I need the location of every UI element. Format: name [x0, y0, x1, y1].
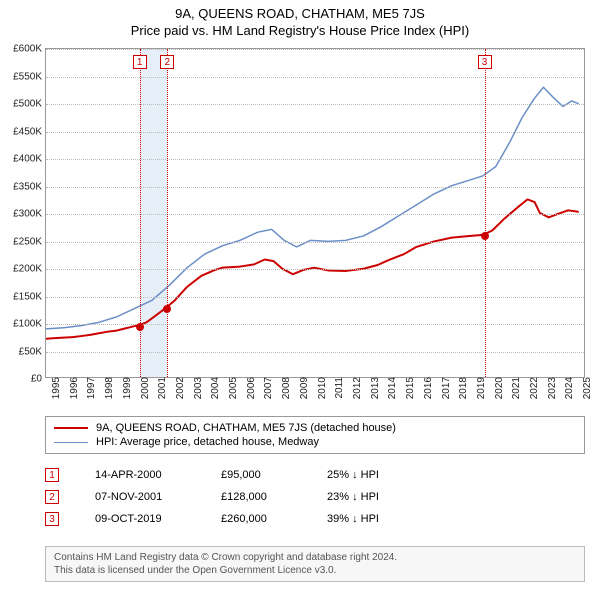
y-axis-label: £600K [13, 44, 46, 55]
sale-price: £128,000 [221, 491, 291, 503]
y-axis-label: £250K [13, 236, 46, 247]
x-axis-label: 2023 [545, 377, 558, 399]
x-axis-label: 2000 [138, 377, 151, 399]
legend-swatch [54, 442, 88, 443]
y-axis-label: £450K [13, 126, 46, 137]
x-axis-label: 2012 [350, 377, 363, 399]
chart-svg [46, 49, 584, 377]
legend-item-hpi: HPI: Average price, detached house, Medw… [54, 435, 576, 449]
x-axis-label: 2025 [580, 377, 593, 399]
x-axis-label: 1997 [84, 377, 97, 399]
x-axis-label: 2009 [297, 377, 310, 399]
x-axis-label: 2019 [474, 377, 487, 399]
x-axis-label: 1995 [49, 377, 62, 399]
legend: 9A, QUEENS ROAD, CHATHAM, ME5 7JS (detac… [45, 416, 585, 454]
sale-price: £260,000 [221, 513, 291, 525]
footer-line: Contains HM Land Registry data © Crown c… [54, 551, 576, 564]
sale-marker-2: 2 [45, 490, 59, 504]
marker-line [485, 49, 486, 377]
chart-title: 9A, QUEENS ROAD, CHATHAM, ME5 7JS [0, 0, 600, 21]
sale-price: £95,000 [221, 469, 291, 481]
sale-pct-vs-hpi: 25% ↓ HPI [327, 469, 427, 481]
marker-box-1: 1 [133, 55, 147, 69]
plot-area: £0£50K£100K£150K£200K£250K£300K£350K£400… [45, 48, 585, 378]
sale-dot [481, 232, 489, 240]
y-axis-label: £0 [31, 374, 46, 385]
y-axis-label: £150K [13, 291, 46, 302]
y-axis-label: £400K [13, 154, 46, 165]
legend-label: HPI: Average price, detached house, Medw… [96, 436, 319, 448]
y-axis-label: £100K [13, 319, 46, 330]
x-axis-label: 2004 [208, 377, 221, 399]
x-axis-label: 2021 [509, 377, 522, 399]
sale-dot [136, 323, 144, 331]
y-axis-label: £300K [13, 209, 46, 220]
sales-row: 3 09-OCT-2019 £260,000 39% ↓ HPI [45, 508, 585, 530]
x-axis-label: 1996 [67, 377, 80, 399]
legend-item-subject: 9A, QUEENS ROAD, CHATHAM, ME5 7JS (detac… [54, 421, 576, 435]
sale-pct-vs-hpi: 39% ↓ HPI [327, 513, 427, 525]
gridline [46, 104, 584, 105]
gridline [46, 214, 584, 215]
y-axis-label: £550K [13, 71, 46, 82]
footer-line: This data is licensed under the Open Gov… [54, 564, 576, 577]
x-axis-label: 2017 [439, 377, 452, 399]
sales-row: 2 07-NOV-2001 £128,000 23% ↓ HPI [45, 486, 585, 508]
sale-marker-1: 1 [45, 468, 59, 482]
x-axis-label: 2018 [456, 377, 469, 399]
sales-table: 1 14-APR-2000 £95,000 25% ↓ HPI 2 07-NOV… [45, 464, 585, 530]
x-axis-label: 2014 [385, 377, 398, 399]
gridline [46, 324, 584, 325]
sale-date: 09-OCT-2019 [95, 513, 185, 525]
y-axis-label: £350K [13, 181, 46, 192]
sale-date: 07-NOV-2001 [95, 491, 185, 503]
x-axis-label: 2020 [492, 377, 505, 399]
x-axis-label: 2005 [226, 377, 239, 399]
x-axis-label: 2013 [368, 377, 381, 399]
x-axis-label: 1998 [102, 377, 115, 399]
gridline [46, 269, 584, 270]
gridline [46, 187, 584, 188]
x-axis-label: 2015 [403, 377, 416, 399]
x-axis-label: 2006 [244, 377, 257, 399]
gridline [46, 159, 584, 160]
marker-box-2: 2 [160, 55, 174, 69]
legend-swatch [54, 427, 88, 429]
x-axis-label: 2003 [191, 377, 204, 399]
gridline [46, 132, 584, 133]
y-axis-label: £50K [19, 346, 46, 357]
chart-container: 9A, QUEENS ROAD, CHATHAM, ME5 7JS Price … [0, 0, 600, 590]
attribution-footer: Contains HM Land Registry data © Crown c… [45, 546, 585, 582]
x-axis-label: 2007 [261, 377, 274, 399]
x-axis-label: 2008 [279, 377, 292, 399]
x-axis-label: 2010 [315, 377, 328, 399]
gridline [46, 77, 584, 78]
chart-subtitle: Price paid vs. HM Land Registry's House … [0, 21, 600, 38]
sale-dot [163, 305, 171, 313]
marker-box-3: 3 [478, 55, 492, 69]
sale-pct-vs-hpi: 23% ↓ HPI [327, 491, 427, 503]
legend-label: 9A, QUEENS ROAD, CHATHAM, ME5 7JS (detac… [96, 422, 396, 434]
sale-date: 14-APR-2000 [95, 469, 185, 481]
x-axis-label: 2016 [421, 377, 434, 399]
sale-marker-3: 3 [45, 512, 59, 526]
x-axis-label: 2024 [562, 377, 575, 399]
x-axis-label: 2001 [155, 377, 168, 399]
x-axis-label: 2022 [527, 377, 540, 399]
x-axis-label: 2011 [332, 377, 345, 399]
gridline [46, 242, 584, 243]
series-hpi [46, 87, 579, 329]
y-axis-label: £500K [13, 99, 46, 110]
sales-row: 1 14-APR-2000 £95,000 25% ↓ HPI [45, 464, 585, 486]
x-axis-label: 2002 [173, 377, 186, 399]
gridline [46, 297, 584, 298]
gridline [46, 352, 584, 353]
x-axis-label: 1999 [120, 377, 133, 399]
marker-line [167, 49, 168, 377]
gridline [46, 49, 584, 50]
y-axis-label: £200K [13, 264, 46, 275]
